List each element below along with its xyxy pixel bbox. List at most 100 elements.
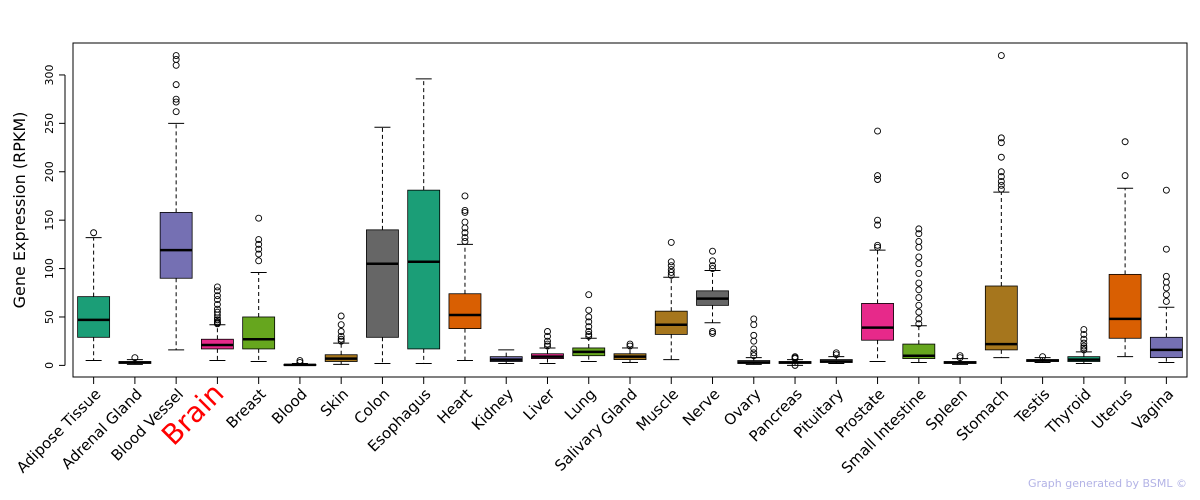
box-adrenal-gland (118, 354, 152, 365)
outlier-point (585, 313, 593, 321)
outlier-point (585, 332, 593, 340)
outlier-point (750, 352, 758, 360)
outlier-point (1080, 344, 1088, 352)
outlier-point (915, 286, 923, 294)
outlier-point (172, 98, 180, 106)
outlier-point (750, 337, 758, 345)
outlier-point (337, 328, 345, 335)
outlier-point (585, 318, 593, 326)
outlier-point (255, 250, 263, 258)
box-stomach (984, 52, 1018, 359)
outlier-point (709, 329, 716, 337)
outlier-point (667, 258, 675, 266)
box-iqr (861, 303, 894, 341)
box-brain (201, 283, 234, 362)
outlier-point (585, 330, 593, 338)
outlier-point (709, 262, 716, 270)
outlier-point (750, 321, 758, 329)
box-blood (283, 357, 317, 367)
outlier-point (337, 321, 345, 329)
box-heart (448, 192, 482, 362)
box-muscle (654, 238, 688, 361)
outlier-point (874, 221, 882, 229)
box-vagina (1149, 186, 1183, 363)
outlier-point (461, 192, 469, 200)
x-tick-label-liver: Liver (520, 385, 559, 424)
outlier-point (667, 266, 675, 273)
outlier-point (213, 316, 221, 324)
x-tick-label-nerve: Nerve (679, 385, 723, 429)
outlier-point (709, 247, 716, 255)
outlier-point (874, 241, 882, 249)
outlier-point (544, 342, 551, 350)
outlier-point (255, 245, 263, 253)
outlier-point (667, 268, 675, 276)
box-pituitary (819, 349, 853, 364)
box-small-intestine (902, 225, 936, 363)
outlier-point (1080, 326, 1088, 334)
outlier-point (1121, 138, 1129, 146)
outlier-point (709, 328, 716, 335)
outlier-point (997, 185, 1005, 193)
y-tick-label: 100 (43, 258, 56, 279)
box-ovary (737, 315, 771, 365)
outlier-point (213, 308, 221, 316)
box-iqr (77, 296, 111, 338)
outlier-point (1080, 330, 1088, 338)
outlier-point (544, 337, 551, 345)
outlier-point (1080, 346, 1088, 354)
outlier-point (874, 176, 882, 183)
outlier-point (172, 108, 180, 116)
outlier-point (915, 279, 923, 287)
y-tick-label: 50 (43, 310, 56, 324)
outlier-point (1162, 298, 1170, 305)
outlier-point (1162, 284, 1170, 292)
outlier-point (585, 328, 593, 335)
outlier-point (750, 345, 758, 353)
outlier-point (461, 229, 469, 237)
box-thyroid (1067, 326, 1101, 364)
outlier-point (337, 335, 345, 343)
outlier-point (874, 172, 882, 180)
outlier-point (544, 340, 551, 348)
box-blood-vessel (159, 52, 193, 351)
outlier-point (915, 253, 923, 261)
box-iqr (654, 310, 688, 335)
outlier-point (997, 134, 1005, 142)
outlier-point (213, 305, 221, 313)
outlier-point (544, 332, 551, 340)
outlier-point (956, 354, 964, 362)
outlier-point (461, 234, 469, 242)
outlier-point (172, 81, 180, 89)
box-iqr (1149, 336, 1183, 359)
box-liver (531, 328, 564, 364)
outlier-point (461, 207, 469, 214)
outlier-point (585, 306, 593, 314)
outlier-point (172, 95, 180, 103)
outlier-point (1162, 186, 1170, 194)
outlier-point (915, 243, 923, 251)
outlier-point (213, 287, 221, 295)
x-tick-label-lung: Lung (561, 385, 600, 424)
outlier-point (997, 177, 1005, 185)
outlier-point (255, 214, 263, 222)
outlier-point (337, 337, 345, 345)
outlier-point (461, 218, 469, 226)
outlier-point (915, 225, 923, 233)
outlier-point (213, 300, 221, 308)
box-iqr (984, 285, 1018, 351)
outlier-point (90, 229, 98, 237)
outlier-point (296, 357, 304, 364)
outlier-point (213, 296, 221, 304)
outlier-point (1162, 278, 1170, 286)
outlier-point (585, 323, 593, 331)
box-lung (572, 291, 606, 363)
outlier-point (296, 359, 304, 366)
outlier-point (997, 52, 1005, 60)
outlier-point (915, 315, 923, 323)
box-pancreas (778, 353, 812, 369)
y-tick-label: 200 (43, 161, 56, 182)
outlier-point (1121, 172, 1129, 180)
outlier-point (997, 139, 1005, 147)
